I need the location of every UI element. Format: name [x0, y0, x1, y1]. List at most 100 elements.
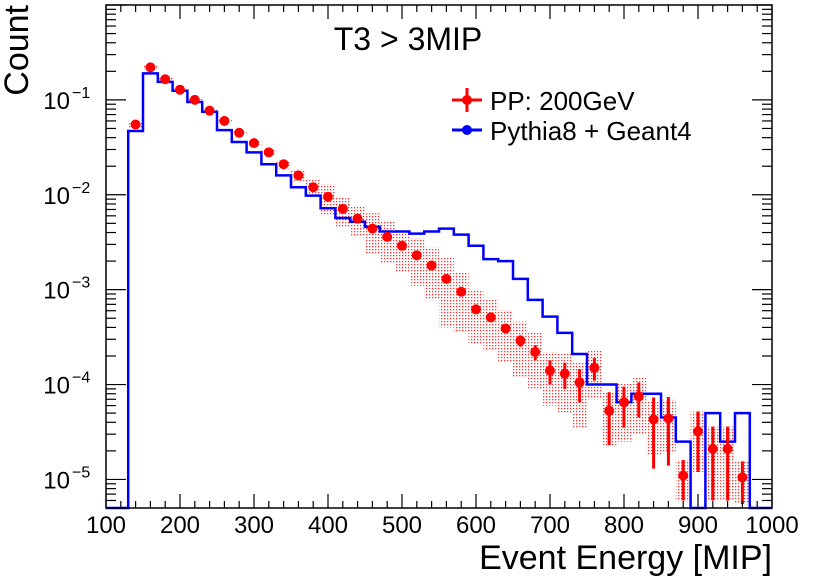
data-point: [189, 94, 200, 105]
x-tick-label: 700: [530, 512, 570, 539]
y-tick-label-base: 10: [43, 467, 70, 494]
systematic-band: [483, 299, 499, 351]
data-marker: [633, 391, 644, 402]
data-marker: [263, 147, 274, 158]
axis-ticks: [105, 4, 773, 508]
legend-data-label: PP: 200GeV: [490, 86, 635, 116]
data-marker: [189, 94, 200, 105]
data-marker: [323, 191, 333, 202]
data-marker: [722, 443, 733, 454]
data-marker: [500, 323, 511, 334]
systematic-band: [468, 290, 484, 344]
data-point: [234, 127, 245, 138]
x-tick-label: 900: [678, 512, 718, 539]
chart-title: T3 > 3MIP: [334, 21, 483, 57]
data-point: [619, 386, 629, 428]
data-marker: [693, 426, 703, 437]
data-marker: [130, 119, 141, 130]
data-marker: [707, 443, 718, 454]
legend-simulation-label: Pythia8 + Geant4: [490, 116, 692, 146]
data-marker: [485, 312, 496, 323]
data-point: [352, 213, 363, 224]
x-tick-label: 1000: [745, 512, 798, 539]
data-point: [456, 286, 467, 297]
data-marker: [234, 127, 245, 138]
plot-frame: [105, 4, 773, 509]
x-tick-labels: 100 200 300 400 500 600 700 800 900 1000: [86, 512, 799, 539]
data-point: [426, 260, 437, 271]
y-tick-label-exponent: −1: [72, 85, 90, 102]
data-marker: [545, 365, 555, 376]
data-marker: [204, 105, 215, 116]
data-point: [500, 323, 511, 334]
systematic-band: [498, 310, 513, 363]
data-point: [545, 360, 555, 385]
data-point: [175, 84, 185, 95]
systematic-band: [439, 257, 454, 328]
x-tick-label: 100: [86, 512, 126, 539]
data-point: [589, 358, 600, 381]
x-tick-label: 500: [382, 512, 422, 539]
y-axis-title: Count: [0, 4, 36, 95]
x-tick-label: 600: [456, 512, 496, 539]
data-marker: [574, 377, 585, 388]
legend: PP: 200GeV Pythia8 + Geant4: [452, 86, 692, 146]
data-marker: [411, 250, 422, 261]
systematic-band: [453, 271, 469, 333]
simulation-histogram: [106, 72, 772, 510]
data-point: [397, 240, 407, 251]
systematic-band: [513, 321, 528, 378]
systematic-band: [409, 238, 425, 286]
data-marker: [337, 203, 348, 214]
y-tick-label-exponent: −2: [72, 180, 90, 197]
legend-entry-data: PP: 200GeV: [452, 86, 635, 116]
data-point: [411, 250, 422, 261]
data-point: [633, 382, 644, 418]
y-tick-labels: 10−510−410−310−210−1: [43, 85, 90, 495]
systematic-band: [379, 220, 395, 264]
data-marker: [663, 413, 674, 424]
data-point: [530, 345, 541, 361]
data-point: [145, 62, 156, 73]
data-marker: [352, 213, 363, 224]
data-marker: [604, 405, 615, 416]
y-tick-label-base: 10: [43, 373, 70, 400]
data-marker: [382, 231, 393, 242]
legend-data-marker: [462, 95, 472, 105]
data-marker: [426, 260, 437, 271]
data-marker: [293, 170, 304, 181]
data-point: [574, 369, 585, 403]
data-point: [722, 426, 733, 501]
data-point: [293, 170, 304, 181]
data-marker: [559, 368, 570, 379]
data-point: [382, 231, 393, 242]
data-marker: [471, 304, 481, 315]
data-marker: [530, 347, 541, 358]
data-point: [648, 397, 659, 469]
data-point: [471, 304, 481, 315]
x-tick-label: 200: [160, 512, 200, 539]
systematic-band: [527, 332, 543, 389]
x-axis-title: Event Energy [MIP]: [479, 539, 772, 577]
data-marker: [678, 470, 689, 481]
data-point: [160, 74, 171, 85]
y-tick-label-exponent: −5: [72, 464, 90, 481]
data-marker: [648, 414, 659, 425]
y-tick-label-base: 10: [43, 88, 70, 115]
data-point: [337, 203, 348, 214]
data-point: [515, 335, 526, 347]
data-point: [678, 460, 689, 501]
y-tick-label-exponent: −3: [72, 275, 90, 292]
systematic-band: [424, 247, 439, 299]
data-point: [559, 362, 570, 389]
data-point: [130, 119, 141, 130]
data-point: [219, 115, 230, 126]
data-marker: [308, 182, 319, 193]
data-point: [707, 426, 718, 501]
data-point: [204, 105, 215, 116]
data-marker: [367, 223, 378, 234]
data-point: [308, 182, 319, 193]
systematic-band-layer: [128, 65, 750, 505]
data-marker: [175, 84, 185, 95]
